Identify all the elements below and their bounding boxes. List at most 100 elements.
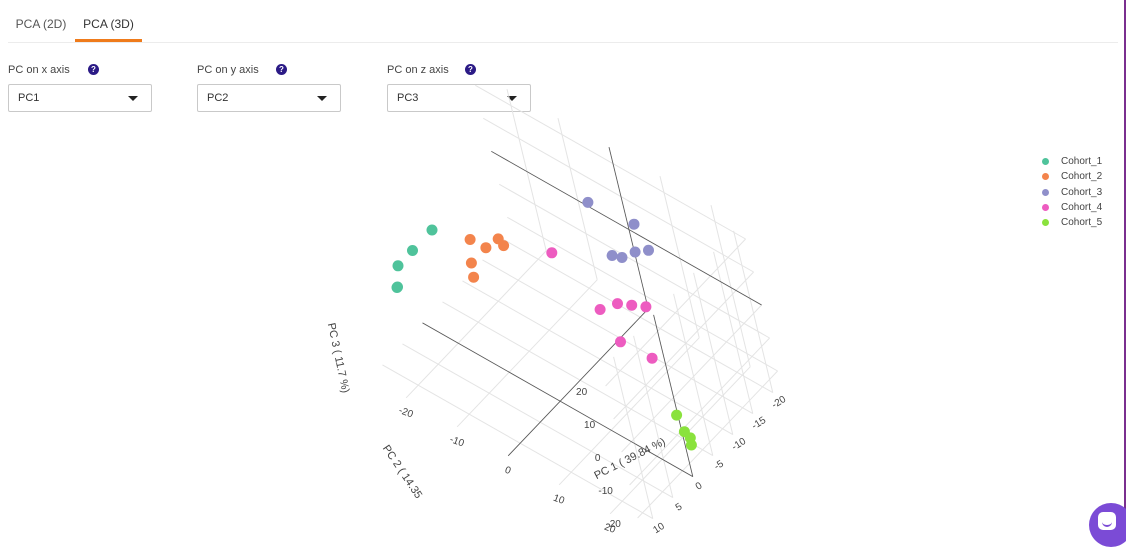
chevron-down-icon xyxy=(317,96,327,101)
legend-marker xyxy=(1042,173,1049,181)
x-tick-label: -20 xyxy=(397,405,415,420)
grid-line xyxy=(557,117,598,280)
x-tick-label: -10 xyxy=(448,434,466,449)
legend-label: Cohort_3 xyxy=(1061,186,1103,198)
grid-line xyxy=(482,259,754,415)
help-icon[interactable]: ? xyxy=(276,64,287,75)
grid-lines xyxy=(382,84,778,520)
data-points[interactable] xyxy=(391,196,697,451)
data-point-cohort-3[interactable] xyxy=(582,196,594,208)
grid-line xyxy=(442,301,714,457)
legend: Cohort_1 Cohort_2 Cohort_3 Cohort_4 Coho… xyxy=(1040,154,1120,230)
z-axis-select[interactable]: PC3 xyxy=(387,84,531,112)
tab-pca-2d[interactable]: PCA (2D) xyxy=(15,17,67,31)
grid-line xyxy=(633,335,674,498)
y-axis-select-value: PC2 xyxy=(207,92,229,104)
data-point-cohort-3[interactable] xyxy=(643,244,654,256)
legend-label: Cohort_4 xyxy=(1061,201,1103,213)
y-axis-label: PC on y axis xyxy=(197,64,259,76)
data-point-cohort-2[interactable] xyxy=(465,257,477,269)
data-point-cohort-3[interactable] xyxy=(616,252,628,263)
grid-line xyxy=(382,364,654,520)
data-point-cohort-4[interactable] xyxy=(615,336,626,348)
z-axis-label: PC on z axis xyxy=(387,64,449,76)
y-axis-title: PC 2 ( 14.35 xyxy=(380,443,424,501)
y-axis-control: PC on y axis ? PC2 xyxy=(197,62,341,112)
data-point-cohort-4[interactable] xyxy=(612,298,623,310)
x-tick-label: 10 xyxy=(552,493,567,507)
data-point-cohort-1[interactable] xyxy=(407,245,418,256)
data-point-cohort-4[interactable] xyxy=(546,247,558,259)
help-icon[interactable]: ? xyxy=(88,64,99,75)
legend-marker xyxy=(1042,188,1049,196)
grid-line xyxy=(456,279,598,428)
legend-item-cohort-4[interactable]: Cohort_4 xyxy=(1040,200,1120,215)
legend-item-cohort-2[interactable]: Cohort_2 xyxy=(1040,169,1120,184)
data-point-cohort-1[interactable] xyxy=(392,281,403,293)
grid-line xyxy=(613,271,754,420)
tab-bar: PCA (2D) PCA (3D) xyxy=(8,0,1118,43)
x-axis-select-value: PC1 xyxy=(18,92,40,104)
grid-line xyxy=(499,183,770,339)
tab-pca-3d[interactable]: PCA (3D) xyxy=(83,17,134,31)
data-point-cohort-3[interactable] xyxy=(606,250,618,261)
grid-line xyxy=(507,216,778,372)
x-tick-label: 0 xyxy=(503,465,512,477)
grid-line xyxy=(405,250,547,399)
chat-launcher-button[interactable] xyxy=(1089,503,1126,547)
z-tick-label: 20 xyxy=(576,387,588,398)
legend-label: Cohort_1 xyxy=(1061,156,1103,167)
legend-item-cohort-5[interactable]: Cohort_5 xyxy=(1040,215,1120,230)
data-point-cohort-2[interactable] xyxy=(468,271,480,283)
zero-line xyxy=(653,314,694,477)
zero-line xyxy=(491,150,762,306)
chat-icon xyxy=(1098,512,1116,530)
grid-line xyxy=(733,230,774,393)
zero-line xyxy=(507,308,649,457)
axis-lines xyxy=(422,147,762,477)
y-tick-label: 0 xyxy=(694,480,705,493)
z-axis-select-value: PC3 xyxy=(397,92,419,104)
x-axis-select[interactable]: PC1 xyxy=(8,84,152,112)
grid-line xyxy=(502,238,774,394)
z-tick-label: 0 xyxy=(595,453,601,464)
z-axis-title: PC 3 ( 11.7 %) xyxy=(325,322,352,394)
grid-line xyxy=(613,356,654,519)
z-axis-control: PC on z axis ? PC3 xyxy=(387,62,531,112)
grid-line xyxy=(402,343,674,499)
legend-item-cohort-3[interactable]: Cohort_3 xyxy=(1040,185,1120,200)
data-point-cohort-4[interactable] xyxy=(626,299,638,311)
data-point-cohort-4[interactable] xyxy=(594,304,606,315)
data-point-cohort-3[interactable] xyxy=(628,218,640,230)
grid-line xyxy=(558,337,700,486)
help-icon[interactable]: ? xyxy=(465,64,476,75)
data-point-cohort-2[interactable] xyxy=(492,233,504,245)
tab-divider xyxy=(8,42,1118,43)
legend-item-cohort-1[interactable]: Cohort_1 xyxy=(1040,154,1120,169)
grid-line xyxy=(605,238,746,387)
data-point-cohort-2[interactable] xyxy=(464,234,476,245)
grid-line xyxy=(710,204,751,367)
data-point-cohort-4[interactable] xyxy=(646,352,658,364)
data-point-cohort-5[interactable] xyxy=(671,409,683,421)
data-point-cohort-3[interactable] xyxy=(629,246,641,258)
grid-line xyxy=(475,84,746,240)
data-point-cohort-1[interactable] xyxy=(392,260,404,272)
legend-marker xyxy=(1042,203,1049,211)
y-axis-select[interactable]: PC2 xyxy=(197,84,341,112)
z-tick-label: -10 xyxy=(598,486,613,497)
data-point-cohort-2[interactable] xyxy=(480,242,492,254)
active-tab-indicator xyxy=(75,39,142,42)
data-point-cohort-4[interactable] xyxy=(640,301,652,313)
chevron-down-icon xyxy=(507,96,517,101)
grid-line xyxy=(629,337,770,486)
legend-marker xyxy=(1042,219,1049,227)
data-point-cohort-1[interactable] xyxy=(426,224,438,236)
zero-line xyxy=(608,147,649,309)
page-edge-rule xyxy=(1124,0,1126,537)
y-tick-label: -10 xyxy=(730,436,748,453)
grid-line xyxy=(506,88,547,251)
data-point-cohort-5[interactable] xyxy=(685,439,697,451)
